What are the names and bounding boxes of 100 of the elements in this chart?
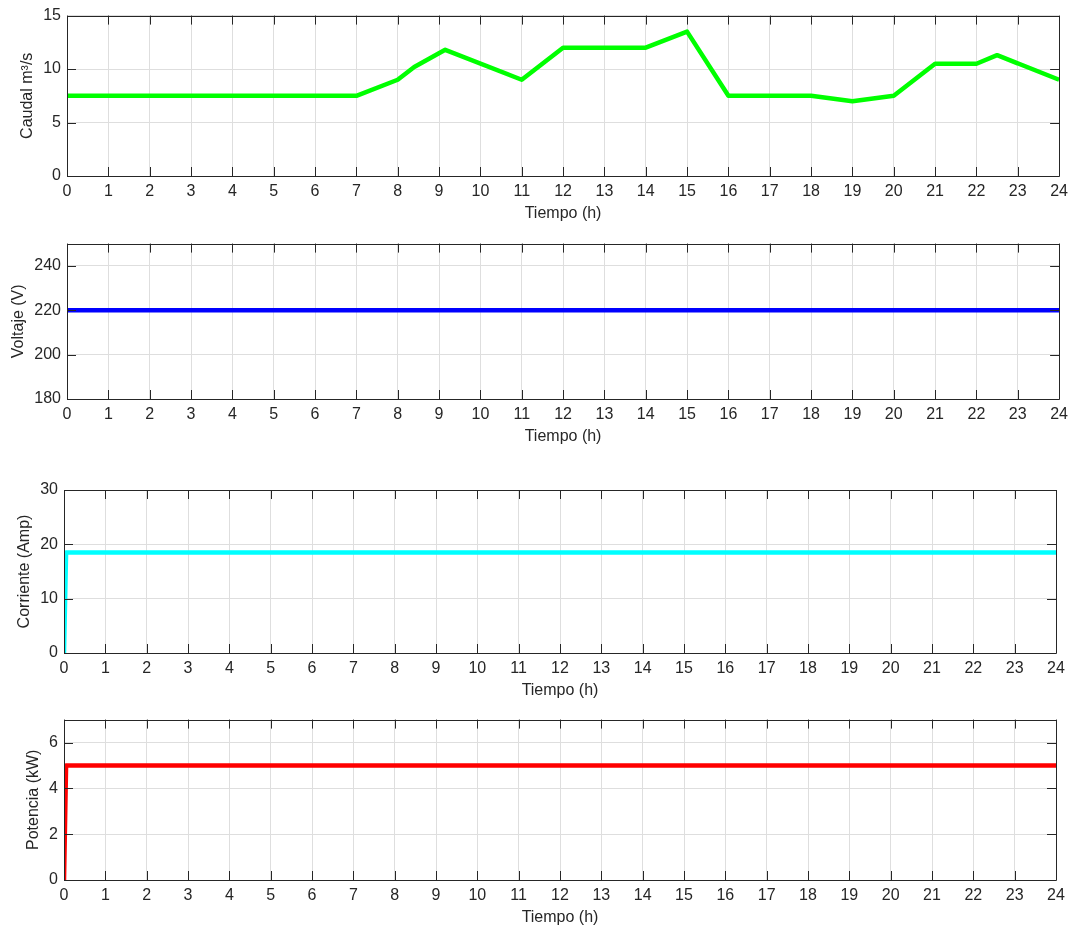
- y-tick-label: 180: [34, 389, 62, 407]
- x-tick-label: 16: [716, 659, 735, 677]
- y-tick-label: 0: [52, 166, 62, 184]
- y-tick-label: 2: [49, 824, 59, 842]
- x-tick-label: 18: [802, 182, 821, 200]
- x-tick-label: 24: [1047, 886, 1065, 904]
- y-tick-label: 4: [49, 778, 59, 796]
- x-tick-label: 6: [307, 886, 317, 904]
- y-tick-label: 10: [43, 59, 62, 77]
- x-tick-label: 20: [884, 405, 903, 423]
- x-tick-label: 4: [224, 886, 234, 904]
- y-tick-label: 0: [49, 643, 59, 661]
- x-tick-label: 11: [513, 182, 531, 200]
- x-tick-label: 4: [227, 405, 237, 423]
- x-tick-label: 13: [595, 405, 614, 423]
- y-tick-label: 10: [40, 589, 59, 607]
- x-tick-label: 10: [468, 886, 487, 904]
- x-tick-label: 9: [434, 405, 444, 423]
- x-tick-label: 5: [266, 886, 276, 904]
- x-tick-label: 4: [227, 182, 237, 200]
- x-tick-label: 7: [348, 659, 358, 677]
- x-tick-label: 4: [224, 659, 234, 677]
- x-tick-label: 19: [840, 886, 859, 904]
- x-tick-label: 2: [142, 659, 152, 677]
- x-tick-label: 2: [142, 886, 152, 904]
- x-tick-label: 5: [266, 659, 276, 677]
- x-tick-label: 24: [1050, 405, 1069, 423]
- x-tick-label: 12: [554, 405, 573, 423]
- x-tick-label: 19: [843, 182, 862, 200]
- y-axis-title: Potencia (kW): [23, 749, 41, 851]
- x-tick-label: 3: [186, 405, 196, 423]
- x-tick-label: 10: [468, 659, 487, 677]
- x-tick-label: 16: [719, 182, 738, 200]
- x-tick-label: 13: [595, 182, 614, 200]
- x-tick-label: 7: [351, 405, 361, 423]
- x-tick-label: 18: [799, 886, 817, 904]
- y-tick-label: 220: [34, 300, 62, 318]
- x-tick-label: 23: [1008, 405, 1027, 423]
- y-tick-label: 30: [40, 480, 59, 498]
- x-tick-label: 22: [967, 405, 986, 423]
- x-tick-label: 2: [145, 182, 155, 200]
- x-tick-label: 21: [926, 182, 945, 200]
- x-tick-label: 7: [348, 886, 358, 904]
- x-tick-label: 23: [1005, 886, 1024, 904]
- x-tick-label: 12: [551, 886, 569, 904]
- y-tick-label: 15: [43, 6, 62, 24]
- x-tick-label: 11: [510, 659, 528, 677]
- x-tick-label: 19: [840, 659, 859, 677]
- x-tick-label: 17: [757, 886, 776, 904]
- y-tick-label: 5: [52, 112, 62, 130]
- x-axis-title: Tiempo (h): [524, 426, 602, 444]
- x-tick-label: 8: [393, 182, 403, 200]
- y-axis-title: Caudal m³/s: [17, 52, 35, 139]
- x-tick-label: 6: [310, 182, 320, 200]
- x-tick-label: 14: [636, 405, 655, 423]
- x-tick-label: 21: [923, 886, 941, 904]
- x-tick-label: 22: [964, 886, 983, 904]
- x-tick-label: 8: [390, 659, 400, 677]
- x-tick-label: 19: [843, 405, 862, 423]
- x-tick-label: 1: [103, 182, 113, 200]
- y-tick-label: 6: [49, 732, 59, 750]
- y-axis-title: Voltaje (V): [8, 284, 26, 359]
- x-tick-label: 20: [881, 886, 900, 904]
- x-tick-label: 17: [760, 405, 779, 423]
- y-tick-label: 0: [49, 870, 59, 888]
- x-tick-label: 10: [471, 182, 490, 200]
- x-tick-label: 18: [799, 659, 817, 677]
- x-tick-label: 1: [100, 886, 110, 904]
- x-tick-label: 17: [760, 182, 779, 200]
- x-tick-label: 1: [100, 659, 110, 677]
- x-tick-label: 7: [351, 182, 361, 200]
- x-tick-label: 3: [183, 886, 193, 904]
- x-tick-label: 17: [757, 659, 776, 677]
- x-tick-label: 9: [431, 659, 441, 677]
- x-tick-label: 12: [551, 659, 569, 677]
- x-tick-label: 15: [675, 659, 693, 677]
- x-tick-label: 2: [145, 405, 155, 423]
- x-tick-label: 6: [310, 405, 320, 423]
- x-tick-label: 14: [633, 659, 652, 677]
- x-tick-label: 22: [967, 182, 986, 200]
- x-tick-label: 20: [884, 182, 903, 200]
- x-tick-label: 9: [431, 886, 441, 904]
- x-tick-label: 15: [678, 182, 697, 200]
- x-tick-label: 12: [554, 182, 573, 200]
- x-tick-label: 15: [675, 886, 693, 904]
- x-tick-label: 9: [434, 182, 444, 200]
- x-tick-label: 8: [390, 886, 400, 904]
- x-axis-title: Tiempo (h): [524, 203, 602, 221]
- x-tick-label: 21: [926, 405, 945, 423]
- x-tick-label: 1: [103, 405, 113, 423]
- x-axis-title: Tiempo (h): [521, 680, 599, 698]
- y-tick-label: 200: [34, 345, 62, 363]
- x-tick-label: 15: [678, 405, 697, 423]
- x-tick-label: 11: [510, 886, 528, 904]
- x-tick-label: 16: [719, 405, 738, 423]
- x-tick-label: 10: [471, 405, 490, 423]
- x-tick-label: 18: [802, 405, 821, 423]
- x-tick-label: 11: [513, 405, 531, 423]
- x-tick-label: 5: [269, 405, 279, 423]
- x-tick-label: 13: [592, 886, 611, 904]
